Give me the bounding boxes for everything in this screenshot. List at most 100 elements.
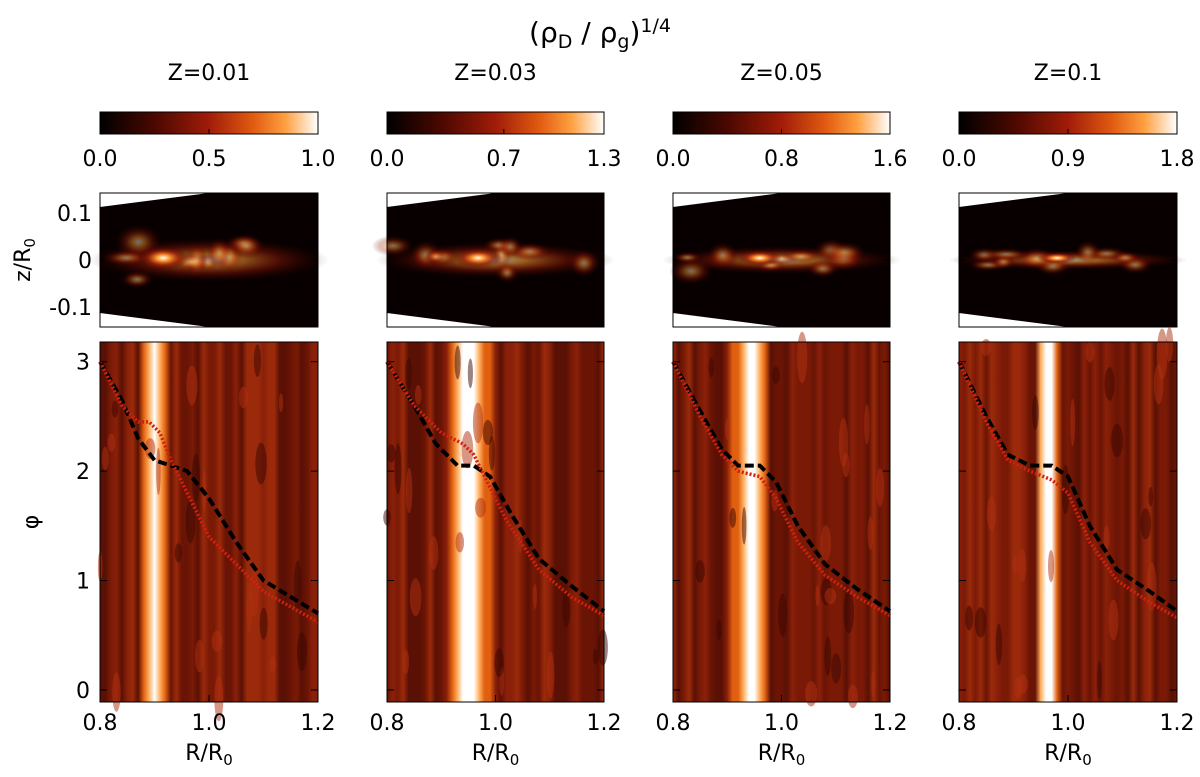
slice-clump: [568, 248, 600, 278]
map-texture: [259, 607, 268, 640]
map-texture: [1104, 367, 1115, 401]
slice-clump: [371, 235, 415, 257]
map-texture: [475, 497, 487, 518]
slice-clump: [228, 234, 265, 259]
curve: [385, 360, 605, 618]
map-image: [387, 342, 604, 702]
map-texture: [824, 587, 837, 605]
y-tick-label: 0: [78, 249, 92, 274]
slice-clump: [497, 235, 523, 258]
panel-title: Z=0.03: [454, 61, 537, 86]
map-texture: [847, 684, 858, 709]
x-tick-label: 1.2: [301, 711, 336, 736]
title-part: 1/4: [640, 15, 671, 37]
map-texture: [1111, 423, 1124, 458]
map-texture: [185, 498, 196, 544]
map-texture: [145, 438, 156, 460]
x-tick-label: 1.2: [587, 711, 622, 736]
map-texture: [191, 453, 200, 503]
map-texture: [1165, 327, 1174, 363]
map-texture: [107, 433, 116, 452]
map-texture: [467, 358, 473, 389]
map-texture: [815, 585, 820, 606]
map-texture: [838, 417, 849, 468]
slice-clump: [806, 259, 840, 278]
x-axis-label-main: R/R: [1044, 741, 1082, 766]
colorbar-tick-label: 1.8: [1160, 147, 1195, 172]
map-texture: [402, 649, 410, 675]
x-axis-label-main: R/R: [758, 741, 796, 766]
map-texture: [409, 578, 422, 617]
map-texture: [592, 648, 599, 665]
y-axis-label: φ: [19, 515, 44, 530]
x-tick-label: 1.0: [764, 711, 799, 736]
slice-clump: [781, 249, 821, 264]
map-texture: [454, 345, 461, 380]
y-tick-label: 2: [76, 460, 90, 485]
colorbar-tick-label: 0.9: [1051, 147, 1086, 172]
title-part: (ρ: [529, 16, 558, 49]
map-texture: [101, 446, 109, 471]
slice-wedge: [100, 193, 209, 207]
map-texture: [695, 559, 705, 583]
map-texture: [405, 357, 412, 390]
x-axis-label: R/R0: [758, 741, 806, 769]
map-texture: [741, 506, 747, 545]
map-texture: [843, 590, 855, 634]
map-image: [673, 342, 890, 702]
map-texture: [1146, 562, 1157, 612]
figure-title: (ρD / ρg)1/4: [529, 15, 671, 53]
map-texture: [488, 435, 495, 471]
map-texture: [1148, 486, 1153, 507]
colorbar-tick-label: 0.0: [83, 147, 118, 172]
slice-wedge: [959, 193, 1068, 207]
map-texture: [995, 623, 1003, 665]
curve: [98, 360, 320, 616]
slice-peak: [1037, 252, 1078, 264]
map-texture: [980, 339, 992, 356]
map-texture: [111, 400, 119, 418]
map-texture: [724, 418, 731, 440]
title-part: ): [629, 16, 640, 49]
y-tick-label: -0.1: [49, 296, 92, 321]
map-texture: [186, 365, 198, 406]
map-texture: [211, 630, 223, 652]
slice-image: [371, 193, 615, 327]
panel-title: Z=0.01: [168, 61, 251, 86]
panel-title: Z=0.05: [740, 61, 823, 86]
map-texture: [1108, 599, 1119, 641]
x-tick-label: 1.2: [873, 711, 908, 736]
map-texture: [708, 357, 715, 378]
slice-peak: [137, 246, 190, 270]
map-texture: [716, 619, 722, 641]
colorbar-tick-label: 1.0: [301, 147, 336, 172]
x-axis-label-main: R/R: [185, 741, 223, 766]
title-part: / ρ: [572, 16, 617, 49]
map-texture: [562, 592, 571, 628]
map-texture: [1017, 548, 1027, 582]
map-texture: [156, 447, 161, 496]
map-texture: [1032, 395, 1039, 430]
slice-wedge: [387, 193, 496, 207]
map-texture: [297, 632, 308, 672]
curve: [671, 360, 892, 613]
map-texture: [864, 404, 870, 445]
map-texture: [820, 525, 831, 562]
map-texture: [729, 507, 737, 528]
title-part: D: [558, 31, 573, 53]
map-texture: [1014, 676, 1023, 699]
map-texture: [249, 569, 259, 617]
colorbar: [386, 111, 605, 135]
y-tick-label: 1: [76, 570, 90, 595]
title-part: g: [617, 31, 629, 53]
slice-wedge: [673, 313, 782, 327]
colorbar-tick-label: 0.5: [192, 147, 227, 172]
map-texture: [986, 496, 997, 531]
x-axis-label: R/R0: [472, 741, 520, 769]
x-tick-label: 0.8: [370, 711, 405, 736]
x-axis-label: R/R0: [185, 741, 233, 769]
slice-wedge: [100, 313, 209, 327]
map-texture: [1103, 525, 1110, 551]
y-axis-label: z/R0: [11, 238, 39, 282]
